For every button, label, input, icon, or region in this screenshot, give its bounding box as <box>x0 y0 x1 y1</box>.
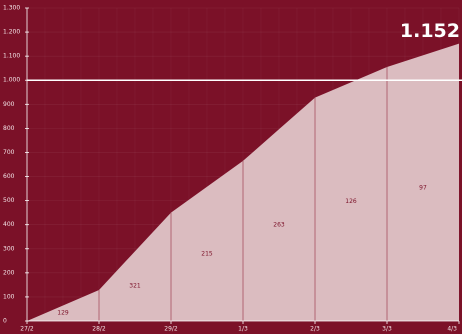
x-tick-label: 29/2 <box>164 326 178 333</box>
y-tick-label: 100 <box>3 293 15 300</box>
x-tick-label: 3/3 <box>382 326 392 333</box>
x-tick-label: 4/3 <box>447 326 457 333</box>
increment-label: 97 <box>419 185 427 192</box>
y-tick-label: 500 <box>3 197 15 204</box>
y-tick-label: 200 <box>3 269 15 276</box>
y-tick-label: 1.200 <box>3 29 20 36</box>
increment-label: 263 <box>273 222 285 229</box>
x-tick-label: 2/3 <box>310 326 320 333</box>
y-tick-label: 700 <box>3 149 15 156</box>
y-tick-label: 1.100 <box>3 53 20 60</box>
y-tick-label: 900 <box>3 101 15 108</box>
y-tick-label: 600 <box>3 173 15 180</box>
x-tick-label: 27/2 <box>20 326 34 333</box>
y-tick-label: 0 <box>3 318 7 325</box>
y-tick-label: 300 <box>3 245 15 252</box>
x-tick-label: 1/3 <box>238 326 248 333</box>
increment-label: 215 <box>201 250 213 257</box>
total-annotation: 1.152 <box>400 20 460 42</box>
increment-label: 321 <box>129 283 141 290</box>
y-tick-label: 1.000 <box>3 77 20 84</box>
increment-label: 129 <box>57 310 69 317</box>
increment-label: 126 <box>345 198 357 205</box>
y-tick-label: 1.300 <box>3 5 20 12</box>
y-tick-label: 800 <box>3 125 15 132</box>
y-tick-label: 400 <box>3 221 15 228</box>
x-tick-label: 28/2 <box>92 326 106 333</box>
